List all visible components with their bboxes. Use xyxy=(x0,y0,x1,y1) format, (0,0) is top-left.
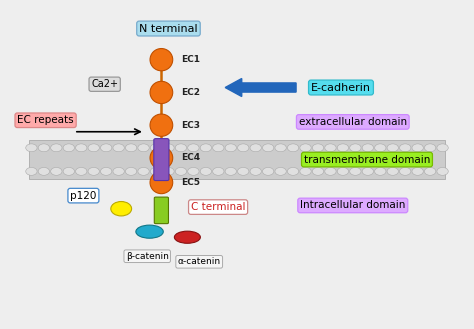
Circle shape xyxy=(163,167,174,175)
Circle shape xyxy=(312,167,324,175)
Circle shape xyxy=(237,144,249,152)
Circle shape xyxy=(51,167,62,175)
FancyBboxPatch shape xyxy=(29,140,445,179)
Circle shape xyxy=(437,144,448,152)
Circle shape xyxy=(350,144,361,152)
Ellipse shape xyxy=(136,225,163,238)
Text: C terminal: C terminal xyxy=(191,202,246,212)
Text: extracellular domain: extracellular domain xyxy=(299,117,407,127)
Circle shape xyxy=(237,167,249,175)
FancyArrow shape xyxy=(225,79,296,96)
Circle shape xyxy=(138,167,149,175)
Circle shape xyxy=(412,167,423,175)
Circle shape xyxy=(111,202,132,216)
Circle shape xyxy=(26,144,37,152)
FancyBboxPatch shape xyxy=(154,139,169,181)
Circle shape xyxy=(200,144,211,152)
Circle shape xyxy=(325,144,336,152)
Circle shape xyxy=(337,167,348,175)
Circle shape xyxy=(337,144,348,152)
FancyBboxPatch shape xyxy=(155,197,168,224)
Ellipse shape xyxy=(150,81,173,104)
Circle shape xyxy=(387,167,399,175)
Circle shape xyxy=(287,167,299,175)
Circle shape xyxy=(250,144,261,152)
Circle shape xyxy=(150,144,162,152)
Circle shape xyxy=(225,167,237,175)
Ellipse shape xyxy=(174,231,201,243)
Circle shape xyxy=(325,167,336,175)
Text: β-catenin: β-catenin xyxy=(126,252,169,261)
Circle shape xyxy=(175,167,187,175)
Circle shape xyxy=(113,144,124,152)
Text: E-cadherin: E-cadherin xyxy=(311,83,371,92)
Text: EC1: EC1 xyxy=(181,55,200,64)
Text: α-catenin: α-catenin xyxy=(178,257,221,266)
Circle shape xyxy=(362,144,374,152)
Circle shape xyxy=(263,144,274,152)
Circle shape xyxy=(200,167,211,175)
Text: EC4: EC4 xyxy=(181,153,201,163)
Circle shape xyxy=(150,167,162,175)
Circle shape xyxy=(88,144,100,152)
Circle shape xyxy=(113,167,124,175)
Circle shape xyxy=(424,167,436,175)
Text: EC5: EC5 xyxy=(181,178,200,187)
Circle shape xyxy=(250,167,261,175)
Circle shape xyxy=(362,167,374,175)
Circle shape xyxy=(374,167,386,175)
Ellipse shape xyxy=(150,147,173,169)
Circle shape xyxy=(213,144,224,152)
Circle shape xyxy=(38,144,50,152)
Circle shape xyxy=(350,167,361,175)
Circle shape xyxy=(287,144,299,152)
Text: EC repeats: EC repeats xyxy=(17,115,74,125)
Ellipse shape xyxy=(150,48,173,71)
Circle shape xyxy=(400,167,411,175)
Text: Intracellular domain: Intracellular domain xyxy=(300,200,405,211)
Circle shape xyxy=(38,167,50,175)
Circle shape xyxy=(225,144,237,152)
Circle shape xyxy=(138,144,149,152)
Circle shape xyxy=(63,144,74,152)
Text: EC3: EC3 xyxy=(181,121,200,130)
Circle shape xyxy=(75,144,87,152)
Circle shape xyxy=(424,144,436,152)
Circle shape xyxy=(175,144,187,152)
Circle shape xyxy=(26,167,37,175)
Ellipse shape xyxy=(150,171,173,194)
Circle shape xyxy=(63,167,74,175)
Circle shape xyxy=(51,144,62,152)
Circle shape xyxy=(387,144,399,152)
Circle shape xyxy=(400,144,411,152)
Circle shape xyxy=(100,144,112,152)
Circle shape xyxy=(126,167,137,175)
Circle shape xyxy=(412,144,423,152)
Circle shape xyxy=(275,144,286,152)
Circle shape xyxy=(312,144,324,152)
Circle shape xyxy=(126,144,137,152)
Text: N terminal: N terminal xyxy=(139,24,198,34)
Text: transmembrane domain: transmembrane domain xyxy=(304,155,430,164)
Circle shape xyxy=(188,144,199,152)
Circle shape xyxy=(263,167,274,175)
Circle shape xyxy=(374,144,386,152)
Circle shape xyxy=(300,144,311,152)
Circle shape xyxy=(213,167,224,175)
Circle shape xyxy=(437,167,448,175)
Circle shape xyxy=(300,167,311,175)
Ellipse shape xyxy=(150,114,173,136)
Text: Ca2+: Ca2+ xyxy=(91,79,118,89)
Circle shape xyxy=(163,144,174,152)
Text: p120: p120 xyxy=(70,190,97,201)
Circle shape xyxy=(100,167,112,175)
Circle shape xyxy=(75,167,87,175)
Circle shape xyxy=(88,167,100,175)
Circle shape xyxy=(275,167,286,175)
Text: EC2: EC2 xyxy=(181,88,200,97)
Circle shape xyxy=(188,167,199,175)
